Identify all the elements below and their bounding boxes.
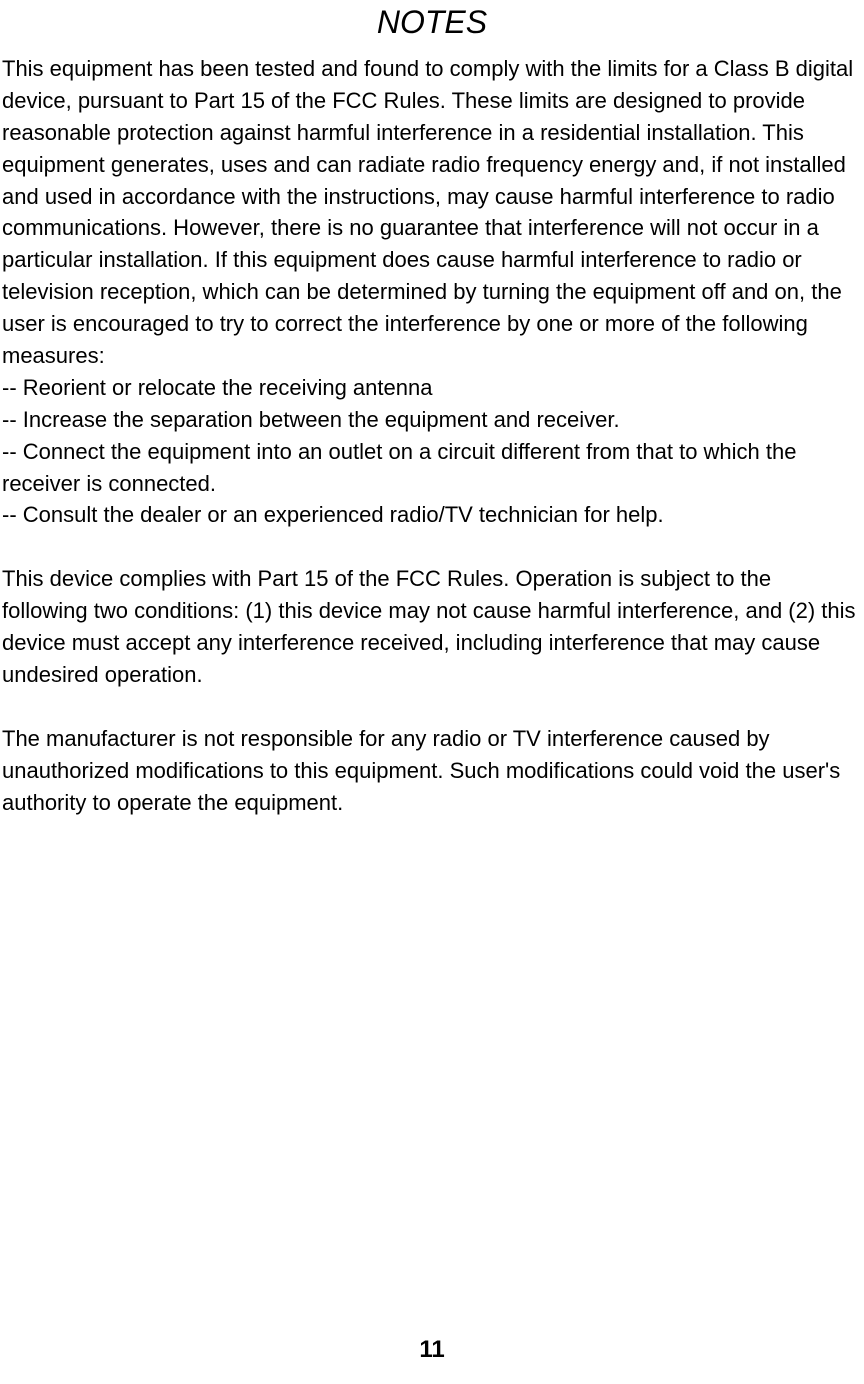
bullet-reorient: -- Reorient or relocate the receiving an… <box>2 372 862 404</box>
document-body: This equipment has been tested and found… <box>0 53 864 819</box>
bullet-separation: -- Increase the separation between the e… <box>2 404 862 436</box>
page-number: 11 <box>0 1336 864 1364</box>
page-title: NOTES <box>0 0 864 53</box>
spacer <box>2 691 862 723</box>
bullet-circuit: -- Connect the equipment into an outlet … <box>2 436 862 500</box>
paragraph-manufacturer: The manufacturer is not responsible for … <box>2 723 862 819</box>
paragraph-intro: This equipment has been tested and found… <box>2 53 862 372</box>
bullet-consult: -- Consult the dealer or an experienced … <box>2 499 862 531</box>
paragraph-compliance: This device complies with Part 15 of the… <box>2 563 862 691</box>
spacer <box>2 531 862 563</box>
